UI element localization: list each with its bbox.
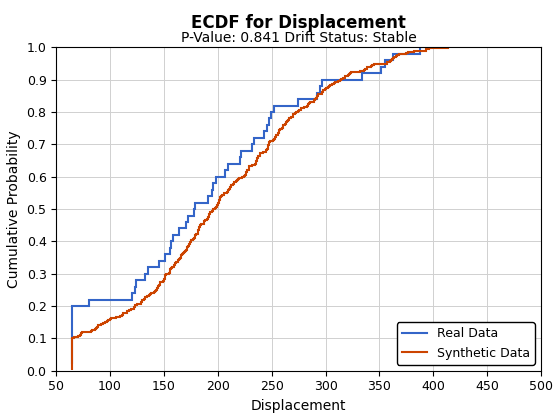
Text: P-Value: 0.841 Drift Status: Stable: P-Value: 0.841 Drift Status: Stable xyxy=(181,31,417,45)
Legend: Real Data, Synthetic Data: Real Data, Synthetic Data xyxy=(396,322,535,365)
X-axis label: Displacement: Displacement xyxy=(251,399,347,413)
Title: ECDF for Displacement: ECDF for Displacement xyxy=(191,14,406,32)
Y-axis label: Cumulative Probability: Cumulative Probability xyxy=(7,130,21,288)
